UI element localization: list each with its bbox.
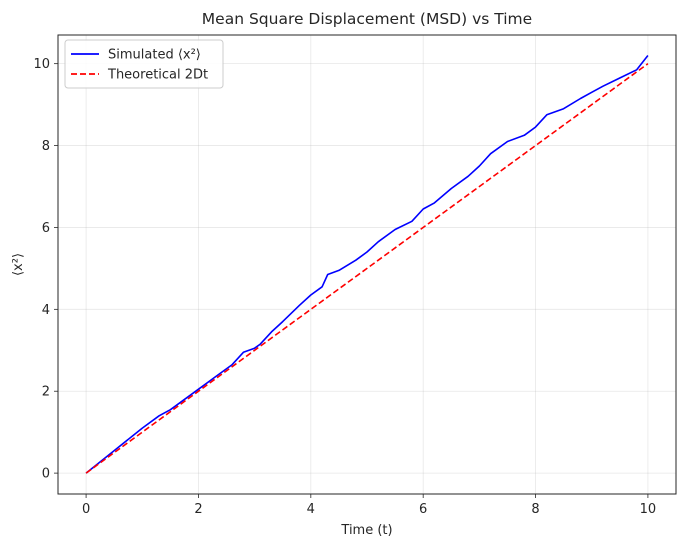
y-tick-label: 6 — [42, 221, 50, 236]
series-line-1 — [85, 63, 649, 474]
legend: Simulated ⟨x²⟩ Theoretical 2Dt — [64, 39, 224, 89]
axis-ticks: 0 2 4 6 8 10 0 2 4 6 8 10 — [33, 57, 656, 517]
chart-title: Mean Square Displacement (MSD) vs Time — [202, 10, 532, 28]
x-tick-label: 10 — [640, 502, 657, 517]
y-tick-label: 0 — [42, 467, 50, 482]
plot-frame — [57, 34, 677, 495]
grid — [58, 35, 676, 494]
x-tick-label: 6 — [419, 502, 427, 517]
plot-lines — [85, 55, 649, 474]
y-tick-label: 2 — [42, 385, 50, 400]
legend-label-simulated: Simulated ⟨x²⟩ — [108, 48, 201, 63]
y-axis-label: ⟨x²⟩ — [11, 253, 26, 276]
y-tick-label: 8 — [42, 139, 50, 154]
x-axis-label: Time (t) — [340, 523, 392, 538]
y-tick-label: 4 — [42, 303, 50, 318]
series-line-0 — [85, 55, 649, 474]
x-tick-label: 0 — [82, 502, 90, 517]
y-tick-label: 10 — [33, 57, 50, 72]
legend-box — [64, 39, 224, 89]
x-tick-label: 4 — [307, 502, 315, 517]
x-tick-label: 2 — [194, 502, 202, 517]
x-tick-label: 8 — [531, 502, 539, 517]
legend-label-theoretical: Theoretical 2Dt — [107, 68, 208, 83]
